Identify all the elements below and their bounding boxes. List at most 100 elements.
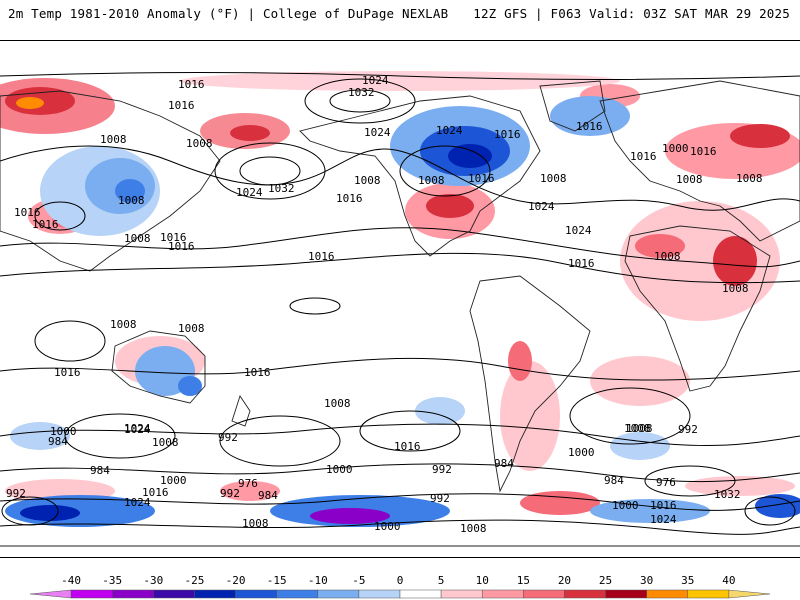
- anomaly-map: 1016 1024 1032 1016 1008 1008 1024 1024 …: [0, 41, 800, 557]
- colorbar-tick-label: 10: [476, 574, 489, 587]
- isobar-label: 1008: [242, 517, 269, 530]
- isobar-label: 1016: [336, 192, 363, 205]
- isobar-label: 1000: [374, 520, 401, 533]
- isobar-label: 1008: [540, 172, 567, 185]
- colorbar-segment: [70, 589, 113, 599]
- isobar-label: 1016: [244, 366, 271, 379]
- isobar-label: 984: [604, 474, 624, 487]
- isobar-label: 1000: [50, 425, 77, 438]
- isobar-label: 1016: [178, 78, 205, 91]
- isobar-label: 1024: [528, 200, 555, 213]
- colorbar-ticks: -40 -35 -30 -25 -20 -15 -10 -5 0 5 10 15 20 25 30 35 40: [61, 574, 735, 587]
- isobar-label: 1016: [308, 250, 335, 263]
- colorbar-tick-label: -40: [61, 574, 81, 587]
- colorbar-segments: [29, 589, 771, 599]
- colorbar-segment: [235, 589, 277, 599]
- colorbar-segment: [29, 589, 72, 599]
- isobar-label: 1008: [654, 250, 681, 263]
- isobar-label: 1008: [100, 133, 127, 146]
- isobar-label: 992: [6, 487, 26, 500]
- map-panel: 1016 1024 1032 1016 1008 1008 1024 1024 …: [0, 40, 800, 558]
- colorbar-tick-label: 30: [640, 574, 653, 587]
- colorbar-segment: [646, 589, 689, 599]
- isobar-label: 1000: [662, 142, 689, 155]
- isobar-label: 1024: [565, 224, 592, 237]
- isobar-label: 1008: [460, 522, 487, 535]
- isobar-label: 1032: [268, 182, 295, 195]
- colorbar-segment: [276, 589, 319, 599]
- colorbar-tick-label: 0: [397, 574, 404, 587]
- isobar-label: 1008: [324, 397, 351, 410]
- isobar-label: 1008: [722, 282, 749, 295]
- colorbar-tick-label: -15: [267, 574, 287, 587]
- colorbar-tick-label: 40: [722, 574, 735, 587]
- colorbar-segment: [317, 589, 360, 599]
- colorbar-segment: [111, 589, 154, 599]
- isobar-label: 1000: [612, 499, 639, 512]
- isobar-label: 984: [494, 457, 514, 470]
- isobar-label: 1016: [394, 440, 421, 453]
- isobar-label: 1016: [168, 99, 195, 112]
- colorbar-segment: [358, 589, 401, 599]
- isobar-label: 976: [238, 477, 258, 490]
- isobar-label: 992: [430, 492, 450, 505]
- isobar-label: 1008: [178, 322, 205, 335]
- isobar-label: 1016: [54, 366, 81, 379]
- colorbar-tick-label: -35: [102, 574, 122, 587]
- colorbar-segment: [194, 589, 236, 599]
- isobar-label: 1008: [676, 173, 703, 186]
- isobar-label: 1008: [186, 137, 213, 150]
- isobar-label: 1016: [468, 172, 495, 185]
- temperature-anomaly-colorbar: -40 -35 -30 -25 -20 -15 -10 -5 0 5 10 15 20 25 30 35 40: [29, 574, 771, 599]
- colorbar-segment: [523, 589, 565, 599]
- colorbar-segment: [440, 589, 483, 599]
- colorbar-tick-label: -5: [352, 574, 365, 587]
- colorbar-tick-label: 25: [599, 574, 612, 587]
- isobar-label: 1000: [568, 446, 595, 459]
- isobar-label: 1008: [124, 232, 151, 245]
- isobar-label: 1016: [160, 231, 187, 244]
- isobar-label: 1016: [630, 150, 657, 163]
- isobar-label: 984: [258, 489, 278, 502]
- isobar-label: 992: [678, 423, 698, 436]
- isobar-label: 984: [48, 435, 68, 448]
- colorbar-tick-label: 5: [438, 574, 445, 587]
- isobar-label: 1024: [236, 186, 263, 199]
- map-title: 2m Temp 1981-2010 Anomaly (°F) | College…: [8, 6, 449, 21]
- isobar-label: 1008: [736, 172, 763, 185]
- colorbar-tick-label: 35: [681, 574, 694, 587]
- colorbar-tick-label: -30: [143, 574, 163, 587]
- colorbar-segment: [153, 589, 195, 599]
- colorbar-segment: [564, 589, 606, 599]
- isobar-label: 1000: [160, 474, 187, 487]
- isobar-label: 1024: [436, 124, 463, 137]
- isobar-label: 1008: [354, 174, 381, 187]
- isobar-label: 992: [220, 487, 240, 500]
- isobar-labels: 1016 1024 1032 1016 1008 1008 1024 1024 …: [6, 74, 763, 535]
- isobar-label: 1024: [362, 74, 389, 87]
- continent-outlines: [0, 80, 800, 547]
- isobars: [0, 72, 800, 535]
- isobar-label: 1016: [32, 218, 59, 231]
- colorbar-segment: [481, 589, 524, 599]
- colorbar-segment: [687, 589, 730, 599]
- isobar-label: 1016: [650, 499, 677, 512]
- isobar-label: 1016: [576, 120, 603, 133]
- colorbar-tick-label: -20: [226, 574, 246, 587]
- model-run-info: 12Z GFS | F063 Valid: 03Z SAT MAR 29 202…: [473, 6, 790, 21]
- isobar-label: 976: [656, 476, 676, 489]
- isobar-label: 1008: [118, 194, 145, 207]
- isobar-label: 992: [218, 431, 238, 444]
- isobar-label: 1000: [326, 463, 353, 476]
- isobar-label: 1024: [124, 496, 151, 509]
- isobar-label: 984: [90, 464, 110, 477]
- isobar-label: 1032: [714, 488, 741, 501]
- colorbar-segment: [728, 589, 771, 599]
- colorbar-tick-label: -10: [308, 574, 328, 587]
- isobar-label: 1024: [124, 423, 151, 436]
- isobar-label: 1008: [624, 422, 651, 435]
- isobar-label: 992: [432, 463, 452, 476]
- isobar-label: 1008: [418, 174, 445, 187]
- colorbar-tick-label: -25: [185, 574, 205, 587]
- isobar-label: 1016: [690, 145, 717, 158]
